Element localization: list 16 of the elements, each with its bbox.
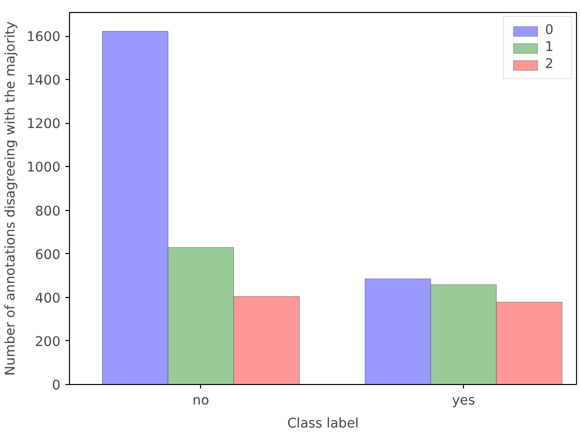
x-axis-title: Class label bbox=[287, 416, 359, 432]
legend-label: 2 bbox=[545, 57, 554, 72]
x-tick-label: yes bbox=[452, 394, 476, 408]
y-tick-label: 400 bbox=[35, 291, 61, 306]
y-tick-label: 0 bbox=[52, 378, 61, 394]
legend-label: 0 bbox=[545, 23, 554, 38]
y-tick-label: 1600 bbox=[26, 30, 61, 46]
y-tick-label: 1200 bbox=[26, 117, 61, 132]
y-axis-title: Number of annotations disagreeing with the majority bbox=[4, 21, 19, 376]
y-tick-label: 600 bbox=[35, 248, 61, 263]
legend-label: 1 bbox=[545, 40, 554, 55]
x-tick-label: no bbox=[192, 394, 210, 408]
y-tick-label: 200 bbox=[35, 334, 61, 350]
y-tick-label: 1400 bbox=[26, 74, 61, 89]
y-tick-label: 1000 bbox=[26, 160, 61, 176]
y-tick-label: 800 bbox=[35, 204, 61, 220]
